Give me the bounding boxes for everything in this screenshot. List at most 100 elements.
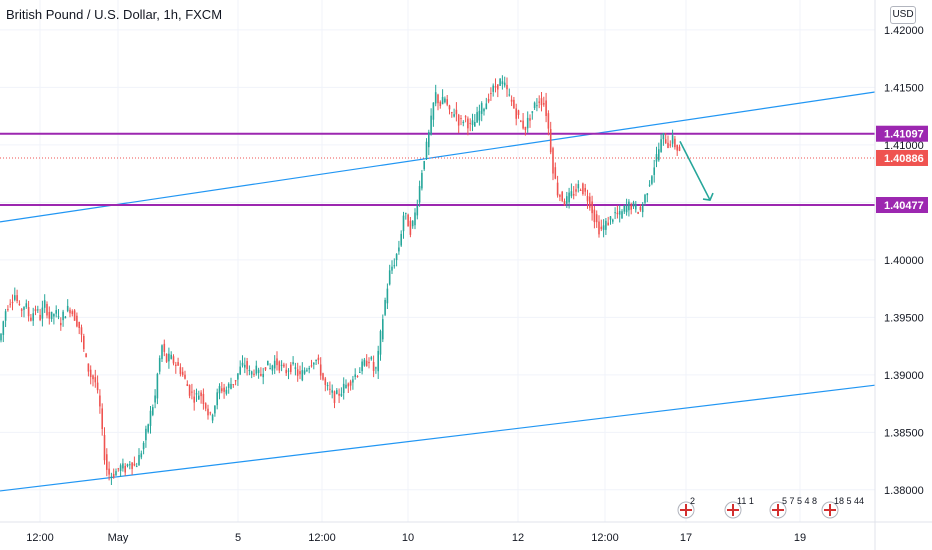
- candle-body: [506, 84, 508, 90]
- candle-body: [559, 195, 561, 197]
- candle-body: [432, 102, 435, 120]
- candle-body: [140, 453, 143, 458]
- candle-body: [53, 314, 55, 317]
- candle-body: [524, 126, 527, 131]
- candle-body: [227, 383, 230, 388]
- candle-body: [441, 96, 444, 105]
- currency-button[interactable]: USD: [890, 6, 916, 24]
- candle-body: [359, 371, 361, 373]
- candle-body: [175, 364, 177, 366]
- channel-lower-line: [0, 384, 876, 492]
- candle-body: [89, 369, 92, 378]
- economic-events[interactable]: 2 11 1 5 7 5 4 8 18 5 44: [677, 496, 864, 519]
- candle-body: [563, 200, 566, 206]
- candle-body: [308, 368, 310, 370]
- candle-body: [595, 214, 598, 223]
- candle-body: [618, 211, 621, 215]
- event-flag-icon: [724, 501, 742, 519]
- candle-body: [457, 114, 460, 126]
- candle-body: [646, 193, 649, 196]
- candle-body: [460, 118, 462, 120]
- candle-body: [572, 193, 575, 196]
- candle-body: [177, 362, 179, 366]
- candle-body: [582, 183, 584, 195]
- candle-body: [50, 311, 53, 319]
- candle-body: [331, 390, 333, 393]
- candle-body: [621, 211, 623, 219]
- candle-body: [593, 209, 596, 223]
- candle-body: [170, 354, 172, 359]
- candle-body: [561, 191, 563, 201]
- candle-body: [639, 206, 642, 211]
- candle-body: [526, 117, 529, 129]
- time-tick-label: 12:00: [26, 532, 54, 544]
- candle-body: [439, 101, 442, 107]
- candle-body: [375, 367, 377, 369]
- candle-body: [354, 374, 356, 377]
- candle-body: [204, 403, 207, 409]
- candle-body: [388, 270, 391, 285]
- candle-body: [499, 78, 501, 86]
- candle-body: [129, 464, 131, 466]
- price-tick-label: 1.40000: [884, 255, 924, 267]
- candle-body: [382, 319, 384, 340]
- candle-body: [48, 311, 51, 319]
- candle-body: [110, 476, 113, 478]
- candle-body: [398, 247, 400, 252]
- candle-body: [678, 146, 681, 151]
- candle-body: [253, 373, 255, 375]
- candle-body: [554, 167, 557, 179]
- candle-body: [80, 327, 83, 335]
- horizontal-levels[interactable]: [0, 132, 875, 207]
- candle-body: [658, 149, 660, 161]
- candle-body: [423, 161, 425, 170]
- candle-body: [326, 385, 329, 387]
- candle-body: [232, 384, 235, 386]
- candle-body: [2, 321, 5, 335]
- candle-body: [356, 376, 359, 378]
- trendline-channel[interactable]: [0, 91, 876, 492]
- candle-body: [168, 353, 170, 362]
- candle-body: [16, 295, 18, 302]
- candle-body: [239, 366, 241, 375]
- candle-body: [515, 108, 517, 119]
- time-axis[interactable]: 12:00 May 5 12:00 10 12 12:00 17 19: [0, 521, 932, 544]
- candle-body: [149, 410, 152, 426]
- candle-body: [416, 205, 419, 216]
- candle-body: [662, 132, 665, 140]
- candle-body: [549, 129, 552, 153]
- candle-body: [462, 121, 465, 123]
- projection-arrow[interactable]: [679, 141, 714, 201]
- candle-body: [478, 110, 481, 121]
- event-flag-icon: [821, 501, 839, 519]
- candle-body: [278, 361, 281, 371]
- candle-body: [223, 387, 225, 392]
- event-flag-icon: [769, 501, 787, 519]
- candle-body: [46, 303, 48, 316]
- candle-body: [283, 364, 285, 367]
- candle-body: [345, 384, 347, 389]
- candle-body: [471, 120, 474, 125]
- symbol-title[interactable]: British Pound / U.S. Dollar, 1h, FXCM: [6, 7, 223, 22]
- candle-body: [365, 360, 368, 367]
- candle-body: [214, 405, 216, 414]
- candle-body: [352, 379, 354, 383]
- candle-body: [425, 141, 428, 159]
- candle-body: [483, 108, 485, 112]
- candle-body: [186, 384, 189, 387]
- candle-body: [623, 205, 626, 212]
- candle-body: [57, 316, 60, 318]
- candle-body: [262, 373, 264, 378]
- time-tick-label: 12:00: [591, 532, 619, 544]
- time-tick-label: May: [108, 532, 129, 544]
- price-tick-label: 1.42000: [884, 25, 924, 37]
- event-count: 2: [690, 496, 695, 506]
- event-count: 11 1: [737, 496, 754, 506]
- price-axis[interactable]: 1.380001.385001.390001.395001.400001.405…: [874, 0, 928, 550]
- candle-body: [172, 356, 175, 364]
- candle-body: [246, 361, 248, 370]
- candle-body: [39, 314, 41, 321]
- candle-body: [490, 93, 492, 95]
- candle-body: [271, 365, 274, 371]
